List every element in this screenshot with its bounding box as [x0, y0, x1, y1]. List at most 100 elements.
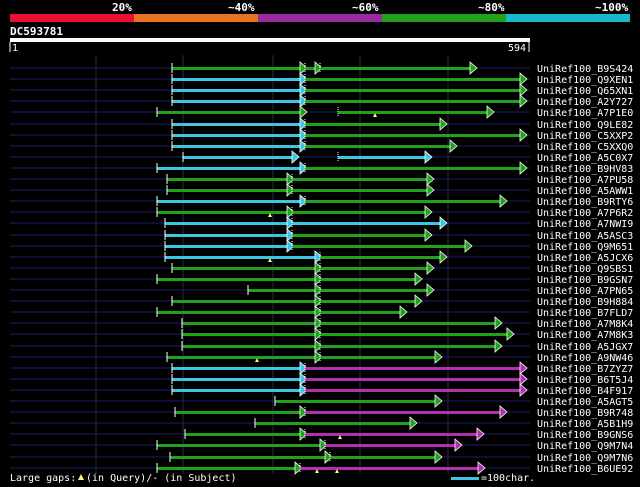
hit-label[interactable]: UniRef100_A9NW46 [537, 353, 633, 364]
hit-row[interactable]: UniRef100_A7M8K3 [10, 327, 633, 341]
hit-segment[interactable] [167, 356, 320, 359]
hit-row[interactable]: UniRef100_B9RTY6 [10, 194, 633, 208]
query-bar[interactable] [10, 38, 530, 42]
hit-segment[interactable] [305, 411, 505, 414]
hit-row[interactable]: UniRef100_Q9M651 [10, 239, 633, 253]
hit-label[interactable]: UniRef100_Q9SBS1 [537, 264, 633, 275]
hit-segment[interactable] [292, 222, 445, 225]
hit-row[interactable]: UniRef100_B9S424 [10, 61, 633, 75]
hit-segment[interactable] [305, 89, 525, 92]
hit-label[interactable]: UniRef100_A5C0X7 [537, 153, 633, 164]
hit-segment[interactable] [157, 444, 325, 447]
hit-row[interactable]: UniRef100_B7FLD7 [10, 305, 633, 319]
hit-segment[interactable] [182, 345, 320, 348]
hit-segment[interactable] [320, 345, 500, 348]
hit-segment[interactable] [167, 178, 292, 181]
hit-row[interactable]: UniRef100_B7ZYZ7 [10, 361, 633, 375]
hit-segment[interactable] [320, 256, 445, 259]
hit-label[interactable]: UniRef100_C5XXQ0 [537, 142, 633, 153]
hit-row[interactable]: UniRef100_Q9M7N6 [10, 450, 633, 464]
hit-segment[interactable] [175, 411, 305, 414]
hit-segment[interactable] [320, 300, 420, 303]
hit-row[interactable]: UniRef100_Q65XN1 [10, 83, 633, 97]
hit-segment[interactable] [172, 267, 320, 270]
hit-row[interactable]: UniRef100_C5XXP2 [10, 128, 633, 142]
hit-row[interactable]: UniRef100_B4F917 [10, 383, 633, 397]
hit-label[interactable]: UniRef100_A7NWI9 [537, 219, 633, 230]
hit-segment[interactable] [292, 245, 470, 248]
hit-segment[interactable] [320, 267, 432, 270]
hit-segment[interactable] [185, 433, 305, 436]
hit-segment[interactable] [172, 123, 305, 126]
hit-segment[interactable] [300, 467, 483, 470]
hit-segment[interactable] [172, 145, 305, 148]
hit-label[interactable]: UniRef100_Q9LE82 [537, 120, 633, 131]
hit-row[interactable]: UniRef100_B9HV83 [10, 161, 633, 175]
hit-segment[interactable] [305, 378, 525, 381]
hit-label[interactable]: UniRef100_A5ASC3 [537, 231, 633, 242]
hit-row[interactable]: UniRef100_A5AGT5 [10, 394, 633, 408]
hit-label[interactable]: UniRef100_A7PN65 [537, 286, 633, 297]
hit-segment[interactable] [165, 234, 292, 237]
hit-label[interactable]: UniRef100_A7P1E0 [537, 108, 633, 119]
hit-label[interactable]: UniRef100_A5AGT5 [537, 397, 633, 408]
hit-segment[interactable] [338, 156, 430, 159]
hit-row[interactable]: UniRef100_B6T5J4 [10, 372, 633, 386]
hit-segment[interactable] [248, 289, 320, 292]
hit-segment[interactable] [305, 78, 525, 81]
hit-label[interactable]: UniRef100_Q9XEN1 [537, 75, 633, 86]
hit-segment[interactable] [305, 389, 525, 392]
hit-segment[interactable] [157, 111, 305, 114]
hit-segment[interactable] [292, 211, 430, 214]
hit-label[interactable]: UniRef100_B7FLD7 [537, 308, 633, 319]
hit-segment[interactable] [157, 311, 320, 314]
hit-segment[interactable] [305, 67, 320, 70]
hit-row[interactable]: UniRef100_A7PU58 [10, 172, 633, 186]
hit-segment[interactable] [320, 289, 432, 292]
hit-segment[interactable] [305, 123, 445, 126]
hit-segment[interactable] [172, 134, 305, 137]
hit-row[interactable]: UniRef100_B9R748 [10, 405, 633, 419]
hit-segment[interactable] [320, 356, 440, 359]
hit-row[interactable]: UniRef100_A7P1E0 [10, 105, 633, 119]
hit-segment[interactable] [275, 400, 440, 403]
hit-segment[interactable] [305, 433, 482, 436]
hit-row[interactable]: UniRef100_B6UE92 [10, 461, 633, 475]
hit-segment[interactable] [305, 200, 505, 203]
hit-label[interactable]: UniRef100_B9S424 [537, 64, 633, 75]
hit-segment[interactable] [305, 134, 525, 137]
hit-label[interactable]: UniRef100_B9HV83 [537, 164, 633, 175]
hit-segment[interactable] [305, 367, 525, 370]
hit-segment[interactable] [157, 467, 300, 470]
hit-row[interactable]: UniRef100_A5JGX7 [10, 339, 633, 353]
hit-label[interactable]: UniRef100_A7M8K3 [537, 330, 633, 341]
hit-row[interactable]: UniRef100_C5XXQ0 [10, 139, 633, 153]
hit-segment[interactable] [157, 200, 305, 203]
hit-segment[interactable] [172, 378, 305, 381]
hit-row[interactable]: UniRef100_A5AWW1 [10, 183, 633, 197]
hit-label[interactable]: UniRef100_B9R748 [537, 408, 633, 419]
hit-label[interactable]: UniRef100_Q9M651 [537, 242, 633, 253]
hit-label[interactable]: UniRef100_A7P6R2 [537, 208, 633, 219]
hit-row[interactable]: UniRef100_Q9SBS1 [10, 261, 633, 275]
hit-label[interactable]: UniRef100_Q65XN1 [537, 86, 633, 97]
hit-label[interactable]: UniRef100_A7PU58 [537, 175, 633, 186]
hit-segment[interactable] [320, 333, 512, 336]
query-track[interactable]: DC593781 1 594 [9, 25, 530, 54]
hit-row[interactable]: UniRef100_B9GSN7 [10, 272, 633, 286]
hit-segment[interactable] [305, 167, 525, 170]
hit-label[interactable]: UniRef100_B9H884 [537, 297, 633, 308]
hit-segment[interactable] [292, 189, 432, 192]
hit-segment[interactable] [292, 234, 430, 237]
hit-segment[interactable] [157, 167, 305, 170]
hit-segment[interactable] [165, 222, 292, 225]
hit-row[interactable]: UniRef100_A7NWI9 [10, 216, 633, 230]
hit-segment[interactable] [320, 311, 405, 314]
hit-segment[interactable] [157, 278, 320, 281]
hit-segment[interactable] [292, 178, 432, 181]
hit-segment[interactable] [172, 89, 305, 92]
hit-label[interactable]: UniRef100_B7ZYZ7 [537, 364, 633, 375]
hit-row[interactable]: UniRef100_A9NW46 [10, 350, 633, 364]
hit-row[interactable]: UniRef100_A5ASC3 [10, 228, 633, 242]
hit-label[interactable]: UniRef100_B9GSN7 [537, 275, 633, 286]
